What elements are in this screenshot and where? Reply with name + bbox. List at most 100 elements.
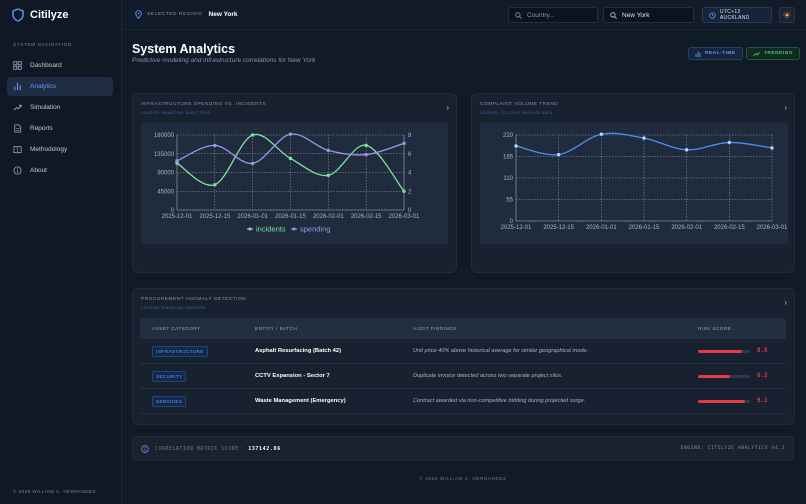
table-row[interactable]: INFRASTRUCTURE Asphalt Resurfacing (Batc… — [140, 339, 786, 364]
bar-chart-icon — [14, 82, 21, 91]
correlation-value: 137142.86 — [248, 446, 281, 452]
search-icon — [515, 11, 522, 19]
sidebar-item-label: Methodology — [30, 146, 68, 153]
risk-score: 9.1 — [698, 398, 767, 404]
y-tick-label-left: 135000 — [154, 152, 175, 158]
anomaly-card: PROCUREMENT ANOMALY DETECTION SOURCE: FI… — [132, 288, 795, 425]
page-title: System Analytics — [132, 42, 236, 56]
y-tick-label-left: 0 — [171, 208, 175, 214]
complaint-volume-chart: 0 55 110 165 220 2025-12-01 2025-12-15 2026-01-… — [501, 132, 788, 231]
sun-icon — [783, 11, 791, 19]
risk-score: 6.2 — [698, 373, 767, 379]
audit-finding: Unit price 40% above historical average … — [413, 348, 589, 354]
correlation-label: CORRELATION MATRIX SCORE: — [155, 446, 243, 452]
complaint-volume-card: COMPLAINT VOLUME TREND SOURCE: 311 CIVIC… — [471, 93, 795, 273]
x-tick-label: 2026-02-01 — [671, 225, 702, 231]
data-point — [514, 144, 518, 148]
table-row[interactable]: SECURITY CCTV Expansion - Sector 7 Dupli… — [140, 364, 786, 389]
data-point — [770, 146, 774, 150]
y-tick-label-right: 8 — [408, 133, 412, 139]
card-subtitle: SOURCE: MUNICIPAL AUDIT FEED — [141, 111, 211, 115]
info-icon — [13, 166, 22, 175]
y-tick-label: 110 — [503, 176, 513, 182]
document-icon — [14, 124, 22, 133]
card-subtitle: SOURCE: FINANCIAL LEDGERS — [141, 306, 206, 310]
risk-bar-fill — [698, 374, 731, 378]
region-value: New York — [208, 11, 238, 18]
data-point — [727, 140, 732, 145]
y-tick-label-right: 0 — [408, 208, 412, 214]
category-tag: SECURITY — [152, 370, 187, 382]
risk-bar — [698, 374, 750, 378]
x-tick-label: 2026-02-15 — [714, 225, 745, 231]
legend-label-incidents: incidents — [256, 225, 286, 234]
grid-icon — [13, 61, 22, 70]
data-point-spending — [326, 148, 331, 153]
audit-finding: Contract awarded via non-competitive bid… — [413, 398, 586, 404]
y-tick-label-left: 180000 — [154, 133, 175, 139]
card-title: PROCUREMENT ANOMALY DETECTION — [141, 297, 247, 302]
y-tick-label-left: 90000 — [157, 171, 174, 177]
top-bar: SELECTED REGION: New York Country... New… — [122, 0, 806, 30]
country-search-input[interactable]: Country... — [508, 7, 598, 23]
x-tick-label: 2026-02-01 — [313, 214, 344, 220]
x-tick-label: 2025-12-15 — [199, 214, 230, 220]
column-header[interactable]: ENTITY / BATCH — [255, 326, 298, 331]
legend-marker-spending — [292, 227, 296, 231]
nav-heading: SYSTEM NAVIGATION — [13, 42, 72, 47]
x-tick-label: 2025-12-01 — [162, 214, 193, 220]
sidebar-item-analytics[interactable]: Analytics — [7, 77, 113, 96]
data-point-spending — [175, 159, 179, 163]
trending-badge[interactable]: TRENDING — [746, 47, 801, 60]
data-point — [642, 136, 646, 140]
sidebar: Citilyze SYSTEM NAVIGATION Dashboard Ana… — [0, 0, 122, 504]
engine-version: ENGINE: CITILYZE ANALYTICS V4.2 — [680, 446, 785, 451]
x-tick-label: 2026-03-01 — [757, 225, 788, 231]
realtime-badge[interactable]: REAL-TIME — [688, 47, 743, 60]
bar-chart-icon — [695, 51, 701, 57]
sidebar-item-dashboard[interactable]: Dashboard — [7, 56, 113, 75]
sidebar-item-about[interactable]: About — [7, 161, 113, 180]
anomaly-table: ASSET CATEGORY ENTITY / BATCH AUDIT FIND… — [140, 318, 786, 415]
app-logo[interactable]: Citilyze — [12, 8, 69, 22]
y-tick-label: 55 — [506, 198, 513, 204]
risk-bar-fill — [698, 399, 746, 403]
sidebar-item-label: About — [30, 167, 47, 174]
data-point — [599, 132, 604, 136]
status-bar: CORRELATION MATRIX SCORE: 137142.86 ENGI… — [132, 436, 794, 461]
entity-name: CCTV Expansion - Sector 7 — [255, 373, 330, 379]
y-tick-label-right: 2 — [408, 189, 412, 195]
entity-name: Asphalt Resurfacing (Batch 42) — [255, 348, 342, 354]
category-tag: INFRASTRUCTURE — [152, 345, 208, 357]
theme-toggle-button[interactable] — [779, 7, 795, 23]
sidebar-item-reports[interactable]: Reports — [7, 119, 113, 138]
sidebar-item-label: Dashboard — [30, 62, 62, 69]
column-header[interactable]: RISK SCORE — [698, 326, 732, 331]
sidebar-footer: © 2026 WILLIAM C. HERNANDEZ — [13, 489, 96, 494]
x-tick-label: 2026-01-01 — [586, 225, 617, 231]
sidebar-item-label: Simulation — [30, 104, 61, 111]
data-point-spending — [288, 132, 293, 136]
chevron-right-icon[interactable]: › — [784, 103, 787, 112]
card-title: INFRASTRUCTURE SPENDING VS. INCIDENTS — [141, 102, 267, 107]
sidebar-item-simulation[interactable]: Simulation — [7, 98, 113, 117]
column-header[interactable]: AUDIT FINDINGS — [413, 326, 457, 331]
card-title: COMPLAINT VOLUME TREND — [480, 102, 559, 107]
timezone-button[interactable]: UTC+13 AUCKLAND — [702, 7, 772, 23]
data-point-incidents — [288, 156, 293, 161]
table-row[interactable]: SERVICES Waste Management (Emergency) Co… — [140, 389, 786, 414]
data-point-spending — [250, 161, 255, 166]
trend-up-icon — [753, 51, 760, 56]
data-point-incidents — [326, 173, 331, 178]
city-search-input[interactable]: New York — [603, 7, 694, 23]
data-point-spending — [364, 152, 368, 157]
column-header[interactable]: ASSET CATEGORY — [152, 326, 201, 331]
risk-score: 8.5 — [698, 348, 767, 354]
sidebar-item-methodology[interactable]: Methodology — [7, 140, 113, 159]
city-value: New York — [622, 11, 650, 19]
chevron-right-icon[interactable]: › — [784, 298, 787, 307]
risk-value: 6.2 — [757, 373, 768, 379]
chevron-right-icon[interactable]: › — [446, 103, 449, 112]
y-tick-label-left: 45000 — [157, 189, 174, 195]
data-point — [556, 152, 561, 157]
